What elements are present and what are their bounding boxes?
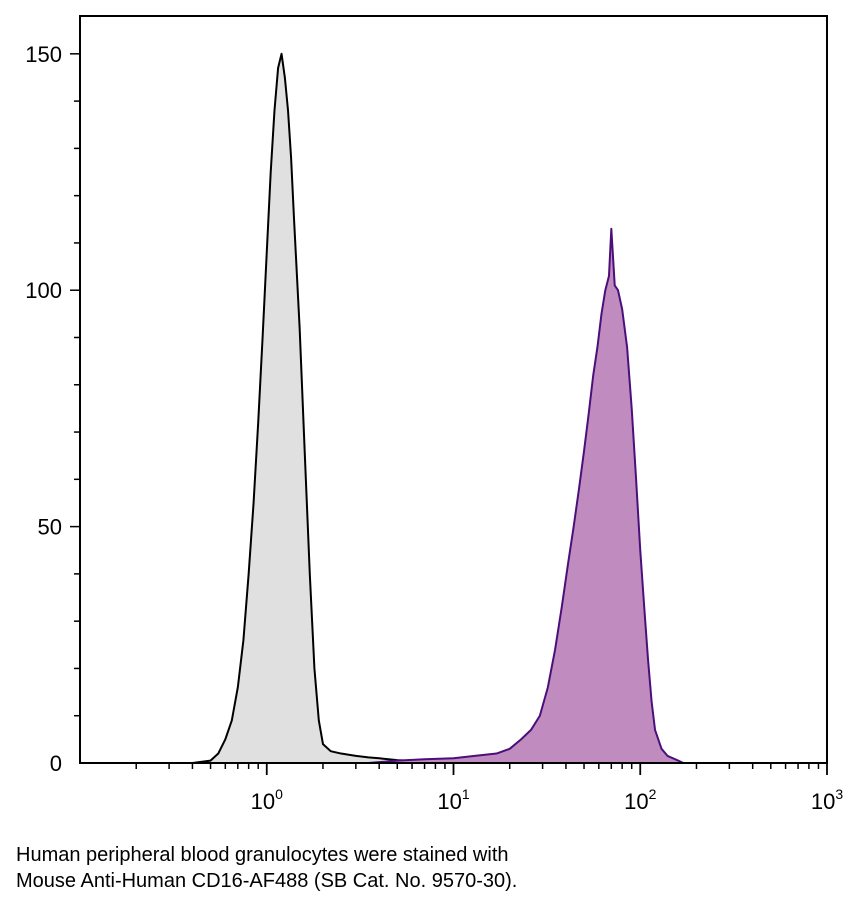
histogram-area-1 xyxy=(192,53,454,763)
y-axis: 0 50 100 150 xyxy=(25,42,80,776)
y-tick-label: 150 xyxy=(25,42,62,67)
x-tick-label: 100 xyxy=(251,786,283,814)
x-tick-label: 102 xyxy=(624,786,656,814)
y-tick-label: 100 xyxy=(25,278,62,303)
histogram-area-2 xyxy=(368,228,684,763)
x-tick-label: 103 xyxy=(811,786,843,814)
plot-frame xyxy=(79,15,828,764)
caption-line-1: Human peripheral blood granulocytes were… xyxy=(16,844,509,866)
histogram-series xyxy=(192,52,684,764)
y-tick-label: 0 xyxy=(50,751,62,776)
x-tick-label: 101 xyxy=(437,786,469,814)
flow-cytometry-histogram: 0 50 100 150 100 101 102 103 xyxy=(25,15,843,814)
figure-caption: Human peripheral blood granulocytes were… xyxy=(16,842,846,894)
histogram-line-1 xyxy=(192,52,454,764)
caption-line-2: Mouse Anti-Human CD16-AF488 (SB Cat. No.… xyxy=(16,870,518,892)
y-tick-label: 50 xyxy=(38,515,62,540)
x-axis: 100 101 102 103 xyxy=(135,763,843,814)
histogram-line-2 xyxy=(368,227,684,764)
